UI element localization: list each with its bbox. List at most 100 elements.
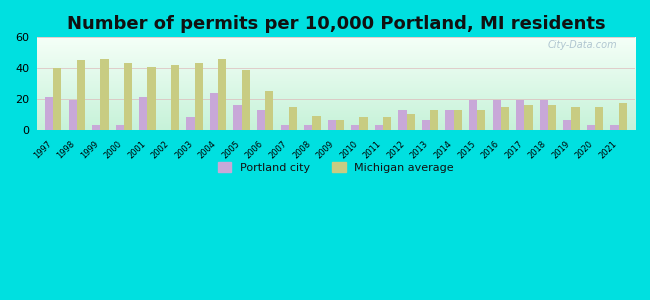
- Bar: [194, 64, 203, 130]
- Bar: [548, 105, 556, 130]
- Bar: [398, 110, 406, 130]
- Bar: [477, 110, 486, 130]
- Bar: [406, 114, 415, 130]
- Bar: [139, 97, 148, 130]
- Bar: [610, 125, 619, 130]
- Bar: [493, 100, 500, 130]
- Bar: [313, 116, 320, 130]
- Bar: [233, 105, 242, 130]
- Bar: [218, 59, 226, 130]
- Bar: [77, 60, 85, 130]
- Bar: [148, 67, 156, 130]
- Bar: [313, 116, 320, 130]
- Bar: [422, 120, 430, 130]
- Bar: [187, 117, 194, 130]
- Bar: [500, 106, 509, 130]
- Bar: [516, 100, 525, 130]
- Bar: [610, 125, 619, 130]
- Bar: [45, 97, 53, 130]
- Bar: [53, 68, 62, 130]
- Bar: [139, 97, 148, 130]
- Bar: [242, 70, 250, 130]
- Bar: [265, 91, 274, 130]
- Bar: [53, 68, 62, 130]
- Bar: [68, 100, 77, 130]
- Bar: [477, 110, 486, 130]
- Bar: [571, 106, 580, 130]
- Text: City-Data.com: City-Data.com: [547, 40, 617, 50]
- Bar: [375, 125, 383, 130]
- Bar: [328, 120, 336, 130]
- Bar: [92, 125, 100, 130]
- Bar: [336, 120, 344, 130]
- Bar: [587, 125, 595, 130]
- Bar: [398, 110, 406, 130]
- Bar: [525, 105, 532, 130]
- Bar: [45, 97, 53, 130]
- Bar: [563, 120, 571, 130]
- Bar: [148, 67, 156, 130]
- Bar: [595, 106, 603, 130]
- Bar: [525, 105, 532, 130]
- Bar: [304, 125, 313, 130]
- Bar: [422, 120, 430, 130]
- Bar: [351, 125, 359, 130]
- Bar: [571, 106, 580, 130]
- Bar: [454, 110, 462, 130]
- Bar: [445, 110, 454, 130]
- Bar: [445, 110, 454, 130]
- Bar: [124, 64, 132, 130]
- Bar: [265, 91, 274, 130]
- Bar: [210, 93, 218, 130]
- Legend: Portland city, Michigan average: Portland city, Michigan average: [213, 158, 458, 178]
- Bar: [587, 125, 595, 130]
- Bar: [92, 125, 100, 130]
- Bar: [359, 117, 368, 130]
- Bar: [619, 103, 627, 130]
- Bar: [171, 65, 179, 130]
- Bar: [100, 59, 109, 130]
- Bar: [233, 105, 242, 130]
- Bar: [281, 125, 289, 130]
- Bar: [194, 64, 203, 130]
- Bar: [218, 59, 226, 130]
- Bar: [383, 117, 391, 130]
- Bar: [68, 100, 77, 130]
- Bar: [563, 120, 571, 130]
- Bar: [171, 65, 179, 130]
- Bar: [540, 100, 548, 130]
- Bar: [210, 93, 218, 130]
- Bar: [289, 106, 297, 130]
- Bar: [116, 125, 124, 130]
- Bar: [500, 106, 509, 130]
- Bar: [336, 120, 344, 130]
- Bar: [289, 106, 297, 130]
- Bar: [328, 120, 336, 130]
- Bar: [351, 125, 359, 130]
- Bar: [100, 59, 109, 130]
- Bar: [116, 125, 124, 130]
- Bar: [187, 117, 194, 130]
- Bar: [375, 125, 383, 130]
- Bar: [454, 110, 462, 130]
- Bar: [406, 114, 415, 130]
- Bar: [595, 106, 603, 130]
- Bar: [383, 117, 391, 130]
- Bar: [242, 70, 250, 130]
- Title: Number of permits per 10,000 Portland, MI residents: Number of permits per 10,000 Portland, M…: [66, 15, 605, 33]
- Bar: [469, 100, 477, 130]
- Bar: [430, 110, 438, 130]
- Bar: [359, 117, 368, 130]
- Bar: [257, 110, 265, 130]
- Bar: [77, 60, 85, 130]
- Bar: [619, 103, 627, 130]
- Bar: [540, 100, 548, 130]
- Bar: [430, 110, 438, 130]
- Bar: [493, 100, 500, 130]
- Bar: [257, 110, 265, 130]
- Bar: [548, 105, 556, 130]
- Bar: [304, 125, 313, 130]
- Bar: [516, 100, 525, 130]
- Bar: [281, 125, 289, 130]
- Bar: [469, 100, 477, 130]
